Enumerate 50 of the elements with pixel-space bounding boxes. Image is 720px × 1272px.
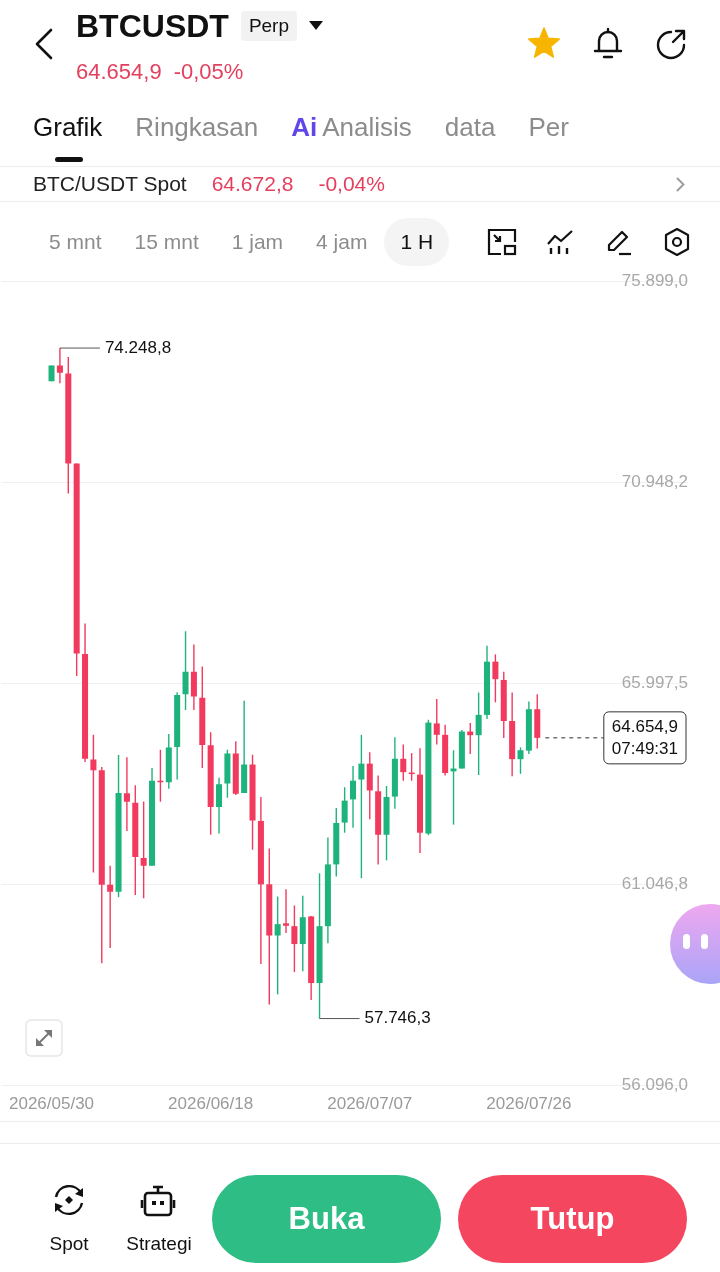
x-tick-label: 2026/07/07 (327, 1094, 413, 1114)
text: Spot (49, 1233, 89, 1254)
candlestick (90, 734, 97, 874)
candlestick (475, 691, 482, 776)
text: Grafik (33, 111, 103, 143)
text: Tutup (530, 1201, 615, 1237)
text: 64.672,8 (211, 172, 294, 196)
text: Strategi (126, 1233, 192, 1254)
text: -0,05% (173, 59, 244, 85)
candlestick (291, 904, 298, 973)
text: BTC/USDT Spot (33, 172, 187, 196)
candlestick (433, 698, 440, 746)
text: Ai (291, 111, 318, 143)
y-tick-label: 75.899,0 (621, 270, 688, 290)
candlestick (358, 734, 365, 879)
text: 64.654,9 (76, 59, 162, 85)
candlestick (182, 630, 189, 711)
text: 1 jam (231, 230, 284, 254)
chart-title: BTCUSDT (76, 7, 229, 45)
y-tick-label: 61.046,8 (621, 874, 688, 894)
candlestick (492, 653, 499, 703)
candlestick (140, 800, 147, 899)
candlestick (400, 743, 407, 782)
y-tick-label: 70.948,2 (621, 471, 688, 491)
annotation: 57.746,3 (364, 1008, 431, 1028)
candlestick (517, 746, 524, 775)
text: data (444, 111, 496, 143)
candlestick (123, 756, 130, 832)
x-tick-label: 2026/07/26 (486, 1094, 572, 1114)
y-tick-label: 56.096,0 (621, 1075, 688, 1095)
text: Buka (288, 1201, 365, 1237)
candlestick (216, 777, 223, 835)
x-tick-label: 2026/05/30 (8, 1094, 95, 1114)
text: 5 mnt (49, 230, 102, 254)
x-tick-label: 2026/06/18 (168, 1094, 254, 1114)
candlestick (350, 765, 357, 829)
text: Per (528, 111, 569, 143)
candlestick (107, 864, 114, 949)
text: 4 jam (316, 230, 368, 254)
text: Analisis (322, 111, 412, 143)
candlestick (56, 347, 63, 385)
text: -0,04% (318, 172, 385, 196)
candlestick (274, 895, 281, 996)
text: 15 mnt (134, 230, 199, 254)
ref-line-label: 64.654,9 07:49:31 (611, 716, 679, 758)
text: Ringkasan (135, 111, 259, 143)
y-tick-label: 65.997,5 (621, 672, 688, 692)
candlestick (283, 888, 290, 934)
annotation: 74.248,8 (104, 337, 172, 357)
candlestick (341, 786, 348, 834)
